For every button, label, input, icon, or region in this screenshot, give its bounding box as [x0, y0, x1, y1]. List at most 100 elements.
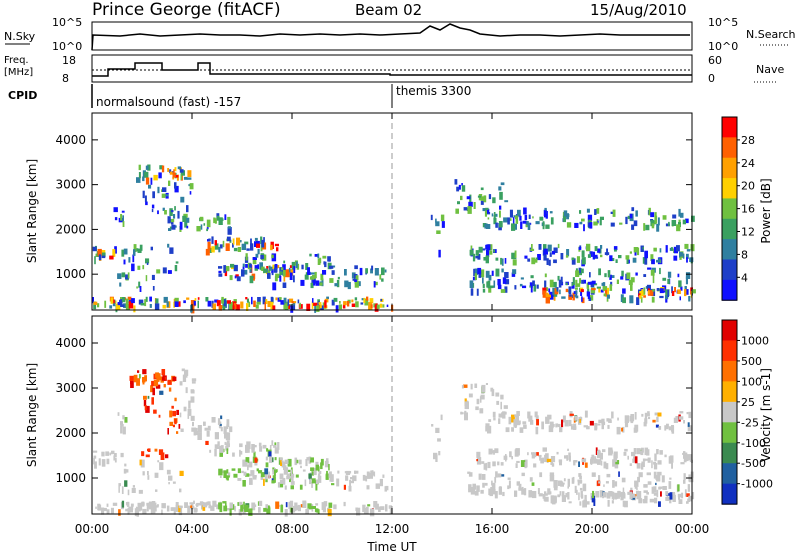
velocity-echo-cell: [248, 508, 253, 516]
power-echo-cell: [233, 303, 237, 309]
power-echo-cell: [520, 221, 523, 229]
power-echo-cell: [249, 263, 252, 268]
power-echo-cell: [684, 289, 687, 297]
colorbar-tick-label: -500: [741, 457, 766, 470]
power-echo-cell: [374, 268, 379, 276]
power-echo-cell: [473, 202, 476, 209]
velocity-echo-cell: [258, 500, 263, 507]
power-echo-cell: [265, 299, 268, 304]
velocity-echo-cell: [643, 484, 648, 488]
velocity-echo-cell: [124, 469, 129, 473]
power-echo-cell: [309, 253, 312, 257]
power-echo-cell: [205, 248, 210, 256]
velocity-echo-cell: [204, 427, 209, 431]
velocity-echo-cell: [227, 472, 231, 477]
velocity-echo-cell: [252, 476, 257, 480]
power-echo-cell: [512, 217, 515, 225]
velocity-echo-cell: [343, 484, 346, 490]
power-echo-cell: [560, 253, 564, 260]
power-echo-cell: [250, 243, 254, 251]
velocity-echo-cell: [540, 457, 544, 464]
velocity-echo-cell: [287, 458, 292, 467]
velocity-echo-cell: [647, 457, 651, 463]
power-echo-cell: [142, 176, 145, 182]
velocity-echo-cell: [345, 470, 351, 475]
velocity-echo-cell: [220, 415, 223, 420]
velocity-echo-cell: [664, 425, 667, 431]
velocity-echo-cell: [310, 457, 314, 463]
velocity-echo-cell: [542, 447, 547, 452]
velocity-echo-cell: [350, 477, 354, 480]
velocity-echo-cell: [147, 395, 150, 399]
velocity-echo-cell: [141, 501, 145, 507]
power-echo-cell: [544, 273, 547, 278]
velocity-echo-cell: [574, 415, 578, 421]
velocity-echo-cell: [242, 459, 246, 467]
velocity-echo-cell: [328, 502, 333, 508]
power-echo-cell: [293, 266, 296, 273]
velocity-echo-cell: [147, 471, 149, 475]
power-echo-cell: [311, 276, 316, 284]
velocity-echo-cell: [369, 508, 375, 517]
velocity-echo-cell: [219, 423, 222, 426]
power-echo-cell: [581, 257, 586, 265]
power-echo-cell: [186, 177, 192, 180]
velocity-echo-cell: [214, 432, 219, 440]
power-echo-cell: [386, 304, 389, 307]
velocity-echo-cell: [150, 385, 154, 393]
power-echo-cell: [156, 269, 161, 274]
power-echo-cell: [138, 164, 141, 171]
power-echo-cell: [671, 220, 677, 226]
velocity-echo-cell: [118, 485, 120, 493]
velocity-echo-cell: [583, 425, 588, 428]
power-echo-cell: [329, 278, 334, 283]
power-echo-cell: [373, 281, 376, 288]
velocity-echo-cell: [627, 491, 631, 495]
power-echo-cell: [594, 209, 597, 215]
velocity-echo-cell: [217, 441, 220, 447]
velocity-echo-cell: [651, 486, 655, 494]
power-colorbar-swatch: [722, 157, 737, 179]
power-echo-cell: [474, 273, 477, 281]
power-echo-cell: [122, 215, 124, 222]
power-echo-cell: [475, 256, 479, 259]
power-echo-cell: [682, 253, 685, 259]
power-echo-cell: [486, 281, 489, 288]
velocity-echo-cell: [214, 444, 219, 449]
velocity-echo-cell: [229, 426, 233, 433]
velocity-echo-cell: [584, 462, 588, 468]
velocity-echo-cell: [93, 450, 98, 453]
power-echo-cell: [288, 267, 291, 273]
velocity-echo-cell: [300, 504, 303, 508]
velocity-echo-cell: [487, 461, 491, 469]
power-echo-cell: [168, 228, 172, 231]
velocity-echo-cell: [550, 456, 556, 463]
power-echo-cell: [249, 275, 254, 284]
velocity-echo-cell: [237, 502, 240, 506]
velocity-echo-cell: [495, 392, 500, 397]
velocity-echo-cell: [118, 509, 121, 516]
velocity-echo-cell: [502, 411, 506, 419]
power-echo-cell: [158, 172, 162, 179]
power-echo-cell: [672, 214, 677, 219]
velocity-echo-cell: [168, 475, 173, 481]
velocity-echo-cell: [636, 487, 638, 490]
power-echo-cell: [457, 201, 460, 205]
velocity-echo-cell: [578, 492, 580, 501]
velocity-echo-cell: [324, 460, 329, 468]
velocity-echo-cell: [168, 387, 172, 392]
colorbar-tick-label: 8: [741, 248, 748, 261]
power-echo-cell: [224, 214, 227, 220]
velocity-echo-cell: [463, 384, 468, 388]
velocity-echo-cell: [368, 473, 373, 479]
freq-tick-bottom: 8: [62, 72, 69, 85]
power-echo-cell: [354, 297, 358, 301]
power-echo-cell: [174, 301, 179, 307]
velocity-echo-cell: [609, 418, 612, 423]
power-echo-cell: [361, 298, 365, 301]
power-echo-cell: [267, 301, 271, 307]
velocity-echo-cell: [468, 484, 472, 490]
power-echo-cell: [487, 280, 491, 289]
power-echo-cell: [538, 244, 542, 250]
velocity-echo-cell: [329, 474, 334, 482]
